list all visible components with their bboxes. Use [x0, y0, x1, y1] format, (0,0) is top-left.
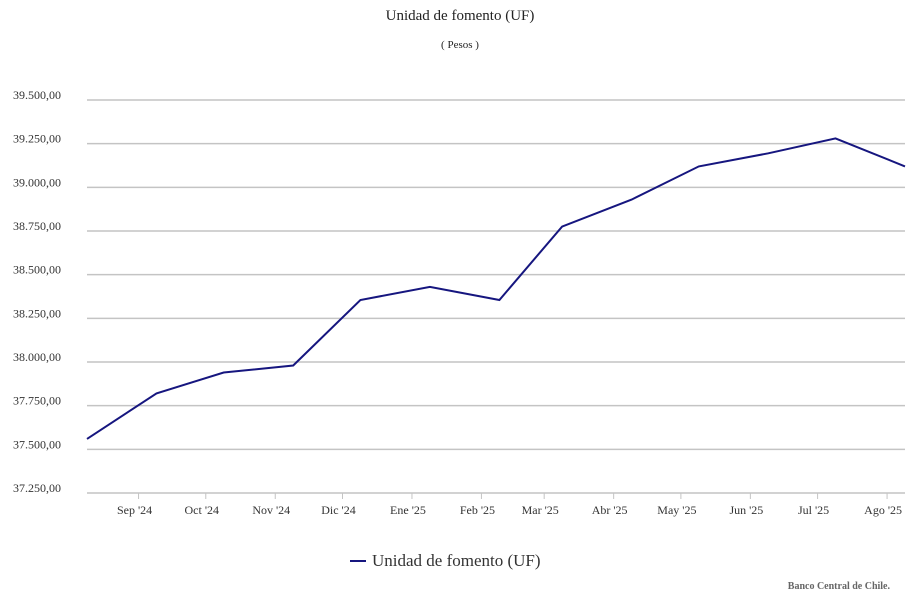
data-point[interactable]: [357, 297, 363, 303]
y-tick-label: 37.250,00: [13, 481, 61, 495]
grid-layer: [87, 99, 905, 494]
x-tick-label: Sep '24: [117, 503, 152, 517]
y-tick-label: 38.750,00: [13, 219, 61, 233]
x-tick-label: Jun '25: [729, 503, 763, 517]
data-point[interactable]: [833, 135, 839, 141]
series-line-uf[interactable]: [86, 137, 906, 440]
series-layer: [84, 135, 908, 442]
data-point[interactable]: [629, 197, 635, 203]
data-point[interactable]: [427, 284, 433, 290]
data-point[interactable]: [153, 390, 159, 396]
y-axis-ticks: 37.250,00 37.500,00 37.750,00 38.000,00 38.2…: [13, 88, 61, 495]
y-tick-label: 38.000,00: [13, 350, 61, 364]
data-point[interactable]: [290, 362, 296, 368]
y-tick-label: 37.500,00: [13, 437, 61, 451]
y-tick-label: 39.500,00: [13, 88, 61, 102]
y-tick-label: 38.500,00: [13, 263, 61, 277]
x-tick-label: Ene '25: [390, 503, 426, 517]
x-tick-label: May '25: [657, 503, 696, 517]
data-point[interactable]: [559, 224, 565, 230]
y-tick-label: 37.750,00: [13, 394, 61, 408]
x-axis-ticks: Sep '24 Oct '24 Nov '24 Dic '24 Ene '25 Feb '…: [117, 493, 902, 517]
credit-text: Banco Central de Chile.: [787, 581, 890, 592]
x-tick-label: Oct '24: [185, 503, 220, 517]
y-tick-label: 39.000,00: [13, 175, 61, 189]
y-tick-label: 39.250,00: [13, 132, 61, 146]
data-point[interactable]: [696, 163, 702, 169]
y-tick-label: 38.250,00: [13, 306, 61, 320]
x-tick-label: Mar '25: [522, 503, 559, 517]
data-point[interactable]: [84, 436, 90, 442]
x-tick-label: Ago '25: [864, 503, 902, 517]
legend-label: Unidad de fomento (UF): [372, 551, 541, 570]
legend[interactable]: Unidad de fomento (UF): [350, 551, 541, 571]
legend-swatch: [350, 560, 366, 562]
chart-title: Unidad de fomento (UF): [385, 8, 535, 24]
data-point[interactable]: [221, 369, 227, 375]
data-point[interactable]: [765, 150, 771, 156]
x-tick-label: Nov '24: [252, 503, 290, 517]
x-tick-label: Jul '25: [798, 503, 829, 517]
chart-subtitle: ( Pesos ): [441, 39, 479, 51]
data-point[interactable]: [496, 297, 502, 303]
x-tick-label: Abr '25: [592, 503, 628, 517]
data-point[interactable]: [902, 163, 908, 169]
x-tick-label: Dic '24: [321, 503, 356, 517]
x-tick-label: Feb '25: [460, 503, 495, 517]
